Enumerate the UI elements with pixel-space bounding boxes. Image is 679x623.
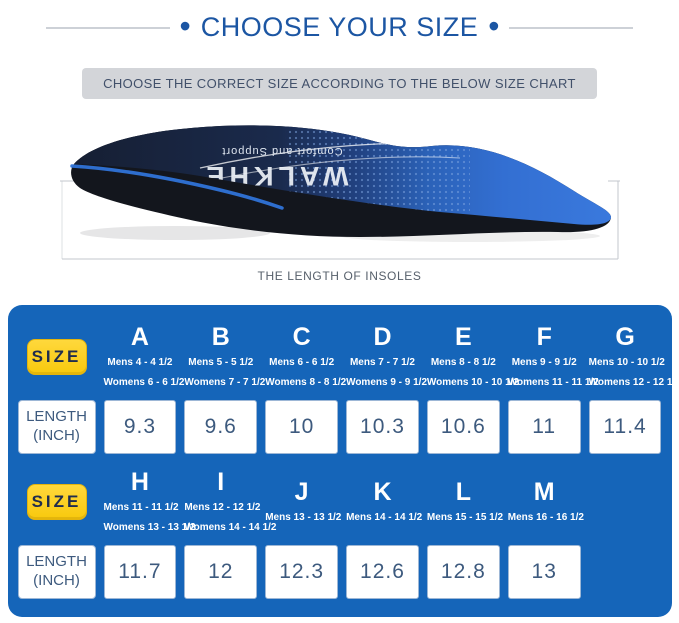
womens-range: Womens 14 - 14 1/2: [184, 522, 277, 533]
divider-line: [509, 26, 633, 29]
size-letter: D: [373, 323, 392, 351]
size-letter: M: [533, 478, 555, 506]
size-letter: L: [455, 478, 471, 506]
size-column-d: D Mens 7 - 7 1/2 Womens 9 - 9 1/2: [346, 321, 428, 393]
mens-range: Mens 10 - 10 1/2: [588, 357, 665, 368]
length-value: 11: [507, 400, 581, 454]
mens-range: Mens 4 - 4 1/2: [107, 357, 173, 368]
insole-photo: Comfort and Support WALKHE: [0, 112, 679, 262]
size-column-m: M Mens 16 - 16 1/2: [507, 476, 584, 528]
mens-range: Mens 14 - 14 1/2: [346, 512, 423, 523]
size-column-f: F Mens 9 - 9 1/2 Womens 11 - 11 1/2: [507, 321, 599, 393]
length-row-2: LENGTH (INCH) 11.7 12 12.3 12.6 12.8 13: [17, 545, 662, 599]
size-letter: K: [373, 478, 392, 506]
length-value: 10.6: [426, 400, 500, 454]
size-letter: J: [294, 478, 309, 506]
size-chart: SIZE A Mens 4 - 4 1/2 Womens 6 - 6 1/2 B…: [7, 305, 679, 617]
size-column-b: B Mens 5 - 5 1/2 Womens 7 - 7 1/2: [184, 321, 266, 393]
mens-range: Mens 13 - 13 1/2: [265, 512, 342, 523]
mens-range: Mens 16 - 16 1/2: [507, 512, 584, 523]
size-letter: E: [455, 323, 472, 351]
length-value: 11.7: [103, 545, 177, 599]
mens-range: Mens 11 - 11 1/2: [103, 502, 179, 513]
womens-range: Womens 6 - 6 1/2: [103, 377, 185, 388]
size-header-row-1: SIZE A Mens 4 - 4 1/2 Womens 6 - 6 1/2 B…: [18, 321, 679, 393]
size-column-i: I Mens 12 - 12 1/2 Womens 14 - 14 1/2: [184, 466, 277, 538]
size-column-j: J Mens 13 - 13 1/2: [265, 476, 342, 528]
size-badge: SIZE: [26, 339, 87, 375]
womens-range: Womens 12 - 12 1/2: [588, 377, 679, 388]
length-value: 12.3: [265, 545, 339, 599]
bullet-icon: •: [179, 7, 191, 44]
length-value: 9.3: [103, 400, 177, 454]
instruction-banner: CHOOSE THE CORRECT SIZE ACCORDING TO THE…: [82, 68, 597, 99]
insole-caption: THE LENGTH OF INSOLES: [257, 269, 422, 283]
page-title: CHOOSE YOUR SIZE: [200, 12, 479, 42]
womens-range: Womens 7 - 7 1/2: [184, 377, 266, 388]
banner-row: CHOOSE THE CORRECT SIZE ACCORDING TO THE…: [0, 68, 679, 99]
mens-range: Mens 7 - 7 1/2: [349, 357, 415, 368]
womens-range: Womens 8 - 8 1/2: [265, 377, 347, 388]
length-value: 13: [507, 545, 581, 599]
divider-line: [46, 26, 170, 29]
length-label-line2: (INCH): [33, 427, 80, 444]
size-column-l: L Mens 15 - 15 1/2: [426, 476, 504, 528]
brand-tagline: Comfort and Support: [221, 145, 342, 157]
measure-guides: [59, 180, 620, 260]
length-label-line1: LENGTH: [26, 553, 87, 571]
length-value: 10: [265, 400, 339, 454]
length-value: 12.6: [346, 545, 419, 599]
length-value: 12.8: [426, 545, 500, 599]
length-label: LENGTH (INCH): [17, 545, 96, 599]
bullet-icon: •: [488, 7, 500, 44]
size-column-h: H Mens 11 - 11 1/2 Womens 13 - 13 1/2: [103, 466, 196, 538]
size-letter: H: [130, 468, 149, 496]
womens-range: Womens 10 - 10 1/2: [426, 377, 520, 388]
length-value: 10.3: [346, 400, 419, 454]
blue-rim: [69, 164, 284, 210]
brand-print: Comfort and Support WALKHE: [199, 142, 490, 191]
mens-range: Mens 8 - 8 1/2: [430, 357, 496, 368]
length-value: 9.6: [184, 400, 258, 454]
length-value: 11.4: [588, 400, 662, 454]
size-letter: G: [615, 323, 635, 351]
insole-illustration: Comfort and Support WALKHE: [59, 125, 620, 260]
insole-shadow: [79, 226, 270, 240]
title-row: • CHOOSE YOUR SIZE •: [0, 0, 679, 43]
length-label: LENGTH (INCH): [17, 400, 96, 454]
mens-range: Mens 6 - 6 1/2: [269, 357, 335, 368]
mens-range: Mens 12 - 12 1/2: [184, 502, 261, 513]
size-header-row-2: SIZE H Mens 11 - 11 1/2 Womens 13 - 13 1…: [18, 466, 662, 538]
womens-range: Womens 9 - 9 1/2: [346, 377, 428, 388]
mens-range: Mens 5 - 5 1/2: [188, 357, 254, 368]
mens-range: Mens 15 - 15 1/2: [426, 512, 504, 523]
mens-range: Mens 9 - 9 1/2: [511, 357, 577, 368]
size-badge: SIZE: [26, 484, 87, 520]
womens-range: Womens 13 - 13 1/2: [103, 522, 196, 533]
length-label-line2: (INCH): [33, 572, 80, 589]
size-letter: B: [211, 323, 230, 351]
length-label-line1: LENGTH: [26, 408, 87, 426]
size-column-a: A Mens 4 - 4 1/2 Womens 6 - 6 1/2: [103, 321, 185, 393]
size-column-c: C Mens 6 - 6 1/2 Womens 8 - 8 1/2: [265, 321, 347, 393]
length-value: 12: [184, 545, 258, 599]
womens-range: Womens 11 - 11 1/2: [507, 377, 599, 388]
size-column-k: K Mens 14 - 14 1/2: [346, 476, 423, 528]
length-row-1: LENGTH (INCH) 9.3 9.6 10 10.3 10.6 11 11…: [17, 400, 662, 454]
size-letter: F: [536, 323, 552, 351]
size-column-e: E Mens 8 - 8 1/2 Womens 10 - 10 1/2: [426, 321, 520, 393]
size-letter: C: [292, 323, 311, 351]
size-letter: I: [217, 468, 225, 496]
size-column-g: G Mens 10 - 10 1/2 Womens 12 - 12 1/2: [588, 321, 679, 393]
size-letter: A: [130, 323, 149, 351]
